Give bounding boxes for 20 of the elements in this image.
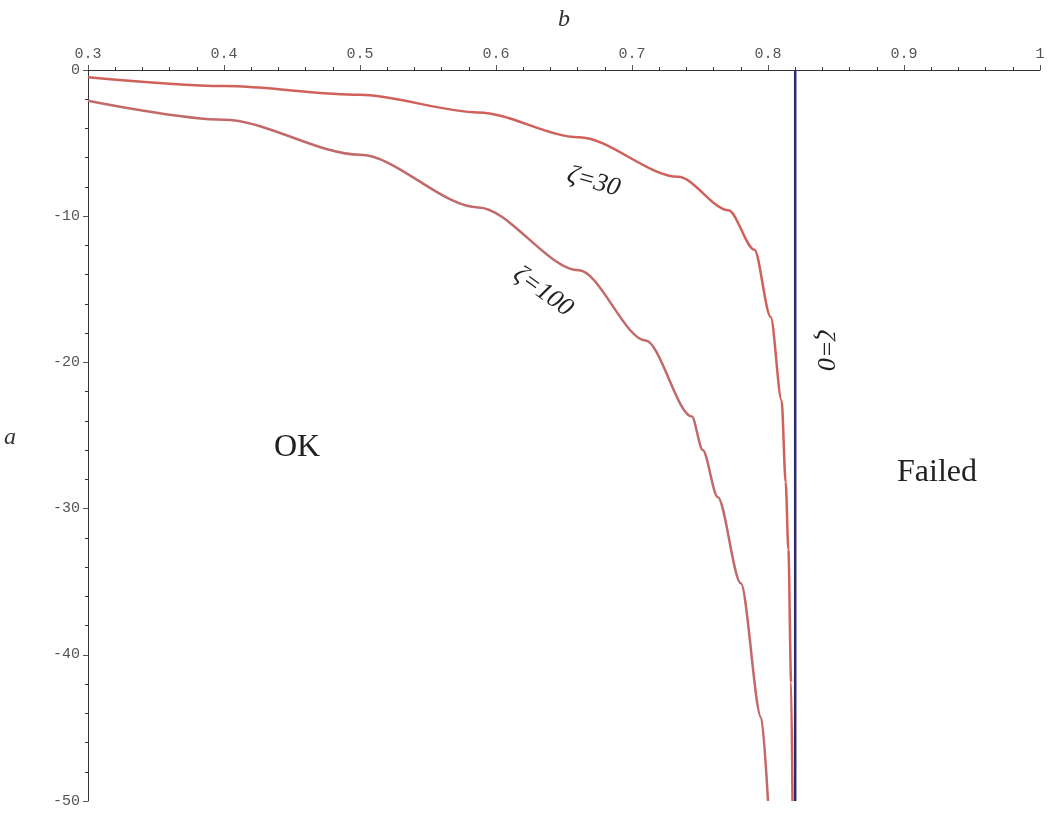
y-tick-label: -20 — [52, 353, 80, 371]
x-tick-label: 0.9 — [890, 46, 918, 63]
y-tick-label: -10 — [52, 207, 80, 225]
y-tick-label: -40 — [52, 646, 80, 664]
x-tick-label: 0.3 — [74, 46, 102, 63]
x-tick-label: 0.4 — [210, 46, 238, 63]
annotation: Failed — [897, 452, 977, 488]
x-tick-label: 1 — [1035, 46, 1045, 63]
y-axis-title: a — [4, 422, 16, 449]
y-tick-label: -30 — [52, 500, 80, 518]
y-tick-label: 0 — [70, 61, 80, 79]
text: ζ=30 — [563, 158, 624, 202]
x-axis-title: b — [558, 5, 570, 31]
x-tick-label: 0.8 — [754, 46, 782, 63]
x-tick-label: 0.7 — [618, 46, 646, 63]
text: ζ=0 — [811, 329, 841, 371]
y-tick-label: -50 — [52, 792, 80, 810]
annotation: OK — [273, 427, 321, 463]
x-tick-label: 0.6 — [482, 46, 510, 63]
x-tick-label: 0.5 — [346, 46, 374, 63]
